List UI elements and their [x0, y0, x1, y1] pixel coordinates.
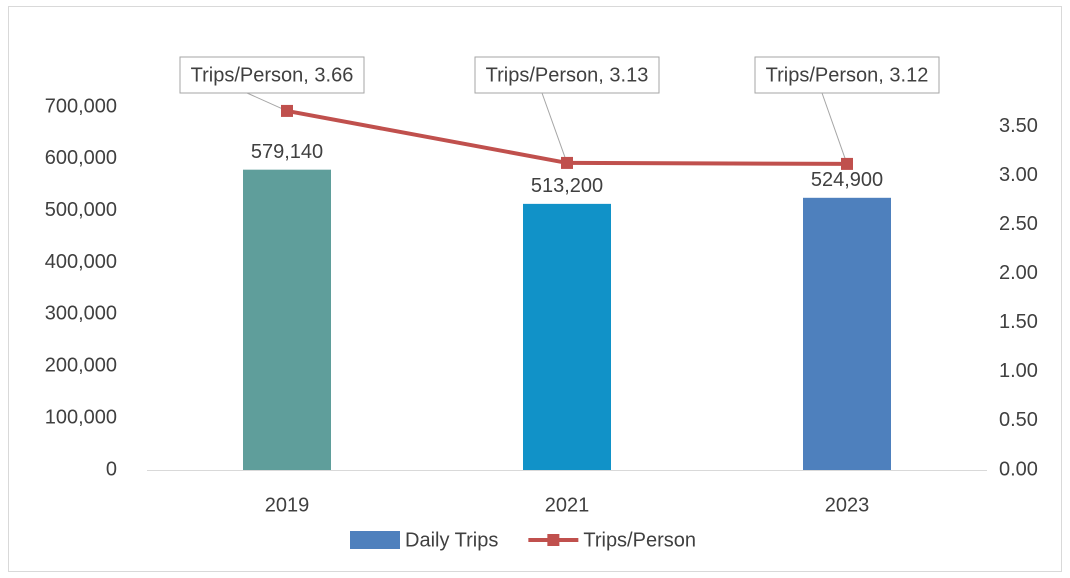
y2-tick-label: 0.00	[999, 458, 1038, 480]
callout-box	[474, 56, 660, 94]
y2-tick-label: 2.00	[999, 262, 1038, 284]
bar-value-label: 579,140	[251, 141, 323, 163]
bar	[243, 169, 331, 470]
marker	[561, 156, 573, 169]
y2-tick-label: 1.50	[999, 311, 1038, 333]
line-value-label: Trips/Person, 3.13	[486, 64, 649, 86]
y-tick-label: 500,000	[45, 199, 117, 221]
marker	[281, 104, 293, 117]
y2-tick-label: 1.00	[999, 360, 1038, 382]
x-tick-label: 2021	[545, 494, 590, 516]
y2-tick-label: 0.50	[999, 409, 1038, 431]
callout-box	[179, 56, 365, 94]
bar-value-label: 513,200	[531, 175, 603, 197]
callout-box	[754, 56, 940, 94]
callout-leader	[541, 92, 568, 164]
y2-tick-label: 3.50	[999, 115, 1038, 137]
callout-leader	[821, 92, 848, 165]
legend-marker	[547, 534, 560, 546]
y-tick-label: 600,000	[45, 147, 117, 169]
bar-value-label: 524,900	[811, 169, 883, 191]
legend-swatch	[350, 531, 400, 549]
x-tick-label: 2019	[265, 494, 310, 516]
line-value-label: Trips/Person, 3.12	[766, 64, 929, 86]
legend-label: Trips/Person	[583, 529, 696, 551]
y2-tick-label: 2.50	[999, 213, 1038, 235]
y-tick-label: 0	[106, 458, 117, 480]
legend-label: Daily Trips	[405, 529, 498, 551]
bar	[523, 203, 611, 470]
y-tick-label: 400,000	[45, 251, 117, 273]
line-value-label: Trips/Person, 3.66	[191, 64, 354, 86]
bar	[803, 197, 891, 470]
marker	[841, 157, 853, 170]
y-tick-label: 200,000	[45, 355, 117, 377]
y-tick-label: 100,000	[45, 406, 117, 428]
callout-leader	[246, 92, 288, 112]
y2-tick-label: 3.00	[999, 164, 1038, 186]
y-tick-label: 300,000	[45, 303, 117, 325]
x-tick-label: 2023	[825, 494, 870, 516]
y-tick-label: 700,000	[45, 95, 117, 117]
